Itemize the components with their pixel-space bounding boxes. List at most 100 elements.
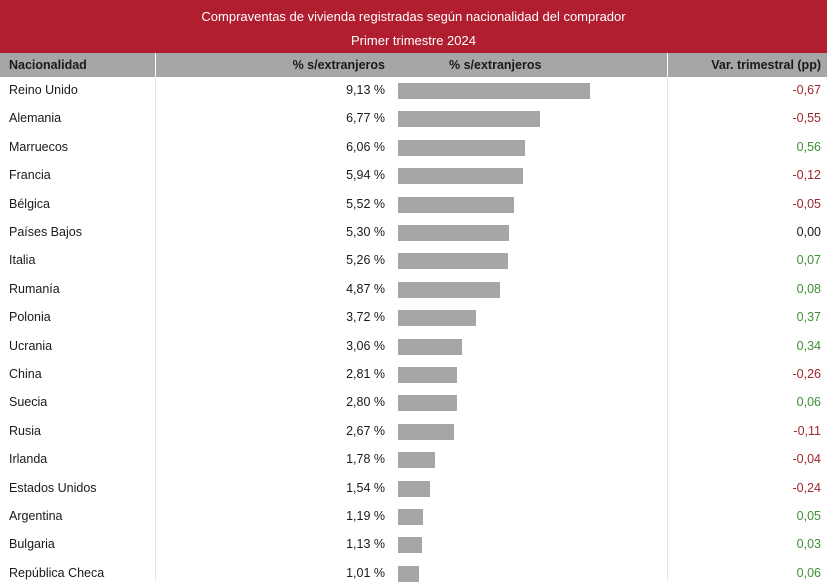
pct-value-label: 6,77 % bbox=[346, 111, 385, 126]
table-row: Rumanía 4,87 % 0,08 bbox=[0, 276, 827, 304]
pct-value-label: 1,78 % bbox=[346, 452, 385, 467]
table-row: Países Bajos 5,30 % 0,00 bbox=[0, 219, 827, 247]
nationality-label: Polonia bbox=[9, 310, 51, 325]
pct-bar bbox=[398, 139, 526, 156]
quarterly-variation-label: -0,26 bbox=[792, 367, 822, 381]
table-row: Alemania 6,77 % -0,55 bbox=[0, 105, 827, 133]
header-var: Var. trimestral (pp) bbox=[711, 58, 821, 72]
nationality-label: Estados Unidos bbox=[9, 480, 97, 495]
pct-value-label: 2,67 % bbox=[346, 423, 385, 438]
quarterly-variation-label: -0,24 bbox=[792, 480, 822, 495]
quarterly-variation-label: 0,56 bbox=[796, 139, 821, 154]
quarterly-variation-label: -0,55 bbox=[792, 111, 822, 126]
header-bar: % s/extranjeros bbox=[449, 58, 542, 72]
nationality-label: Países Bajos bbox=[9, 225, 82, 239]
nationality-label: Rumanía bbox=[9, 281, 60, 296]
pct-value-label: 5,52 % bbox=[346, 196, 385, 211]
header-nationality: Nacionalidad bbox=[9, 58, 87, 72]
table-row: China 2,81 % -0,26 bbox=[0, 361, 827, 389]
nationality-label: Bulgaria bbox=[9, 537, 55, 552]
nationality-label: Irlanda bbox=[9, 452, 48, 467]
chart-subtitle: Primer trimestre 2024 bbox=[351, 33, 476, 48]
nationality-label: Ucrania bbox=[9, 338, 53, 353]
nationality-label: Marruecos bbox=[9, 139, 69, 154]
pct-bar bbox=[398, 225, 510, 241]
table-row: Italia 5,26 % 0,07 bbox=[0, 247, 827, 275]
table-row: República Checa 1,01 % 0,06 bbox=[0, 560, 827, 588]
header-pct: % s/extranjeros bbox=[292, 58, 385, 72]
table-row: Marruecos 6,06 % 0,56 bbox=[0, 134, 827, 162]
chart-title: Compraventas de vivienda registradas seg… bbox=[201, 9, 626, 24]
nationality-label: República Checa bbox=[9, 565, 105, 580]
nationality-label: Reino Unido bbox=[9, 83, 78, 97]
table-header: Nacionalidad % s/extranjeros % s/extranj… bbox=[0, 53, 827, 77]
table-row: Argentina 1,19 % 0,05 bbox=[0, 503, 827, 531]
quarterly-variation-label: 0,06 bbox=[796, 395, 821, 410]
pct-value-label: 4,87 % bbox=[346, 281, 385, 296]
pct-bar bbox=[398, 423, 455, 440]
nationality-label: Italia bbox=[9, 253, 36, 268]
pct-value-label: 2,80 % bbox=[346, 395, 385, 410]
pct-bar bbox=[398, 111, 541, 128]
quarterly-variation-label: 0,37 bbox=[796, 310, 821, 325]
pct-value-label: 3,72 % bbox=[346, 310, 385, 325]
table-row: Suecia 2,80 % 0,06 bbox=[0, 389, 827, 417]
pct-value-label: 1,19 % bbox=[346, 509, 385, 523]
quarterly-variation-label: -0,12 bbox=[792, 168, 822, 183]
column-gridline bbox=[155, 77, 156, 580]
pct-value-label: 5,30 % bbox=[346, 225, 385, 239]
table-body: Reino Unido 9,13 % -0,67 Alemania 6,77 % -0,5… bbox=[0, 77, 827, 582]
pct-bar bbox=[398, 196, 514, 213]
pct-bar bbox=[398, 253, 509, 270]
pct-value-label: 2,81 % bbox=[346, 367, 385, 381]
nationality-label: Bélgica bbox=[9, 196, 50, 211]
table-row: Bulgaria 1,13 % 0,03 bbox=[0, 531, 827, 559]
pct-bar bbox=[398, 338, 463, 355]
quarterly-variation-label: 0,03 bbox=[796, 537, 821, 552]
table-row: Francia 5,94 % -0,12 bbox=[0, 162, 827, 190]
nationality-label: Francia bbox=[9, 168, 51, 183]
pct-value-label: 1,01 % bbox=[346, 565, 385, 580]
pct-bar bbox=[398, 281, 501, 298]
pct-bar bbox=[398, 452, 436, 469]
table-row: Rusia 2,67 % -0,11 bbox=[0, 418, 827, 446]
quarterly-variation-label: 0,06 bbox=[796, 565, 821, 580]
quarterly-variation-label: 0,08 bbox=[796, 281, 821, 296]
pct-value-label: 3,06 % bbox=[346, 338, 385, 353]
nationality-label: Rusia bbox=[9, 423, 41, 438]
pct-value-label: 1,13 % bbox=[346, 537, 385, 552]
pct-bar bbox=[398, 537, 422, 554]
pct-bar bbox=[398, 367, 457, 383]
pct-value-label: 5,94 % bbox=[346, 168, 385, 183]
pct-bar bbox=[398, 565, 420, 582]
table-row: Irlanda 1,78 % -0,04 bbox=[0, 446, 827, 474]
pct-bar bbox=[398, 509, 423, 525]
pct-value-label: 1,54 % bbox=[346, 480, 385, 495]
header-divider bbox=[155, 53, 156, 77]
pct-value-label: 6,06 % bbox=[346, 139, 385, 154]
pct-bar bbox=[398, 395, 457, 412]
table-row: Reino Unido 9,13 % -0,67 bbox=[0, 77, 827, 105]
table-row: Ucrania 3,06 % 0,34 bbox=[0, 333, 827, 361]
pct-bar bbox=[398, 310, 477, 327]
pct-value-label: 9,13 % bbox=[346, 83, 385, 97]
nationality-label: Suecia bbox=[9, 395, 48, 410]
nationality-label: Alemania bbox=[9, 111, 62, 126]
pct-bar bbox=[398, 83, 590, 99]
quarterly-variation-label: 0,00 bbox=[796, 225, 821, 239]
quarterly-variation-label: 0,05 bbox=[796, 509, 821, 523]
quarterly-variation-label: -0,11 bbox=[793, 423, 821, 438]
quarterly-variation-label: -0,04 bbox=[792, 452, 822, 467]
pct-bar bbox=[398, 168, 523, 185]
header-divider bbox=[667, 53, 668, 77]
quarterly-variation-label: -0,67 bbox=[792, 83, 822, 97]
title-banner: Compraventas de vivienda registradas seg… bbox=[0, 0, 827, 53]
nationality-label: Argentina bbox=[9, 509, 63, 523]
table-row: Polonia 3,72 % 0,37 bbox=[0, 304, 827, 332]
table-row: Estados Unidos 1,54 % -0,24 bbox=[0, 475, 827, 503]
pct-value-label: 5,26 % bbox=[346, 253, 385, 268]
column-gridline bbox=[667, 77, 668, 580]
pct-bar bbox=[398, 480, 431, 497]
quarterly-variation-label: -0,05 bbox=[792, 196, 822, 211]
quarterly-variation-label: 0,07 bbox=[796, 253, 821, 268]
